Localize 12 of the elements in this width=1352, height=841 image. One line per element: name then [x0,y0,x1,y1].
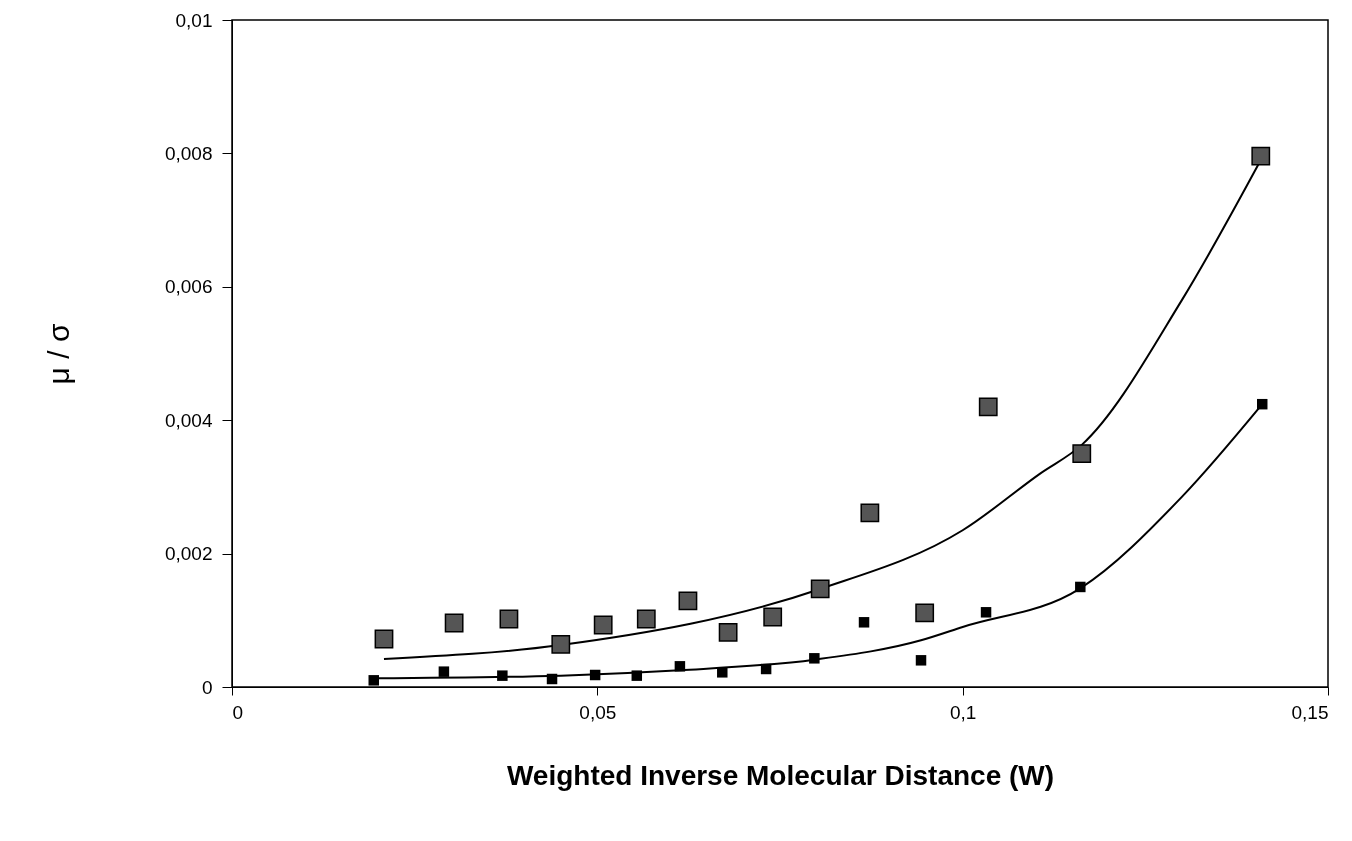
x-axis-title: Weighted Inverse Molecular Distance (W) [506,759,1055,791]
y-tick-label: 0,004 [164,409,213,431]
x-tick-label: 0 [232,701,244,723]
y-tick-label: 0,008 [164,142,213,164]
y-tick-label: 0,01 [175,9,213,31]
y-tick-label: 0 [201,676,213,698]
y-tick-label: 0,002 [164,543,213,565]
x-tick-label: 0,15 [1291,701,1329,723]
y-tick-label: 0,006 [164,276,213,298]
x-tick-label: 0,05 [579,701,617,723]
x-tick-label: 0,1 [949,701,977,723]
y-axis-title: μ / σ [41,323,75,385]
